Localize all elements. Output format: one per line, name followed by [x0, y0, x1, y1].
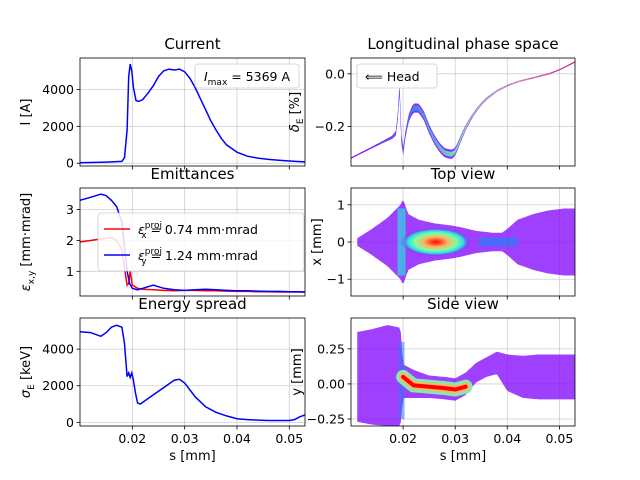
series-line-0	[80, 63, 305, 164]
x-tick-label: 0.02	[389, 431, 417, 446]
y-axis-label: δE [%]	[288, 92, 306, 132]
panel-emittances: 1 2 3 Emittances εx,y [mm·mrad] εproj x = 0.74…	[19, 165, 306, 300]
beam-waist	[478, 237, 518, 247]
y-tick-label: −1	[327, 272, 345, 287]
panel-sideview: 0.02 0.03 0.04 0.05 0.25 0.00 −0.25 Side view y …	[290, 295, 576, 464]
y-tick-label: 0.00	[317, 376, 345, 391]
y-tick-label: 2	[66, 233, 74, 248]
panel-topview: 1 0 −1 Top view x [mm]	[310, 165, 576, 300]
x-tick-label: 0.05	[275, 431, 303, 446]
legend-box	[97, 212, 305, 272]
panel-title: Longitudinal phase space	[367, 35, 558, 53]
x-tick-label: 0.03	[441, 431, 469, 446]
legend-entry-label-0: εproj x = 0.74 mm·mrad	[138, 221, 258, 241]
y-axis-label-group: y [mm]	[290, 348, 305, 395]
legend-box	[356, 63, 438, 89]
y-tick-label: −0.25	[307, 411, 345, 426]
x-axis-label: s [mm]	[169, 449, 215, 464]
x-tick-label: 0.04	[493, 431, 521, 446]
y-axis-label-group: δE [%]	[288, 92, 306, 132]
y-axis-label: εx,y [mm·mrad]	[19, 193, 37, 292]
panel-current: 0 2000 4000 Current I [A] Imax = 5369 A	[19, 35, 306, 171]
y-axis-label: x [mm]	[310, 218, 325, 265]
x-tick-label: 0.04	[223, 431, 251, 446]
panel-title: Emittances	[150, 165, 234, 183]
axes-frame	[350, 57, 576, 167]
y-tick-label: 3	[66, 202, 74, 217]
panel-title: Side view	[427, 295, 499, 313]
beam-core	[400, 227, 471, 257]
y-tick-label: 0.0	[325, 66, 345, 81]
series-line-1	[80, 193, 305, 293]
plot-area	[80, 63, 305, 164]
y-axis-label-group: σE [keV]	[19, 346, 37, 398]
x-tick-label: 0.03	[171, 431, 199, 446]
plot-area	[357, 200, 575, 284]
y-axis-label-group: I [A]	[19, 98, 34, 125]
axes-frame	[79, 317, 306, 427]
gridlines	[80, 318, 305, 426]
x-axis-label: s [mm]	[440, 449, 486, 464]
y-tick-label: 1	[337, 197, 345, 212]
y-axis-label-group: x [mm]	[310, 218, 325, 265]
y-tick-label: 2000	[42, 119, 74, 134]
series-line-0	[80, 324, 305, 422]
y-tick-label: 2000	[42, 378, 74, 393]
beam-core	[401, 374, 468, 392]
beam-envelope	[357, 325, 575, 426]
y-tick-label: 0	[66, 156, 74, 171]
y-tick-label: 4000	[42, 342, 74, 357]
plot-area	[80, 324, 305, 422]
y-tick-label: 0	[66, 415, 74, 430]
axes-frame	[79, 57, 306, 167]
plot-area	[357, 325, 575, 426]
y-tick-label: −0.2	[315, 119, 345, 134]
panels-container: 0 2000 4000 Current I [A] Imax = 5369 A 0.0 −0.…	[19, 35, 576, 464]
panel-title: Energy spread	[138, 295, 246, 313]
x-tick-label: 0.02	[118, 431, 146, 446]
annotation-text: Imax = 5369 A	[204, 69, 291, 88]
panel-energy_spread: 0.02 0.03 0.04 0.05 0 2000 4000 Energy spread σE…	[19, 295, 306, 464]
y-axis-label: I [A]	[19, 98, 34, 125]
y-tick-label: 0	[337, 235, 345, 250]
y-tick-label: 1	[66, 264, 74, 279]
legend-entry-label-1: εproj y = 1.24 mm·mrad	[138, 247, 258, 267]
panel-title: Current	[164, 35, 220, 53]
x-tick-label: 0.05	[545, 431, 573, 446]
y-axis-label-group: εx,y [mm·mrad]	[19, 193, 37, 292]
annotation-box	[194, 63, 300, 89]
panel-title: Top view	[430, 165, 496, 183]
y-tick-label: 4000	[42, 82, 74, 97]
legend-entry-label: ⟸ Head	[365, 69, 420, 84]
y-tick-label: 0.25	[317, 341, 345, 356]
panel-longitudinal: 0.0 −0.2 Longitudinal phase space δE [%] ⟸ H…	[288, 35, 576, 170]
axes-frame	[79, 187, 306, 297]
axes-frame	[350, 317, 576, 427]
y-axis-label: σE [keV]	[19, 346, 37, 398]
y-axis-label: y [mm]	[290, 348, 305, 395]
